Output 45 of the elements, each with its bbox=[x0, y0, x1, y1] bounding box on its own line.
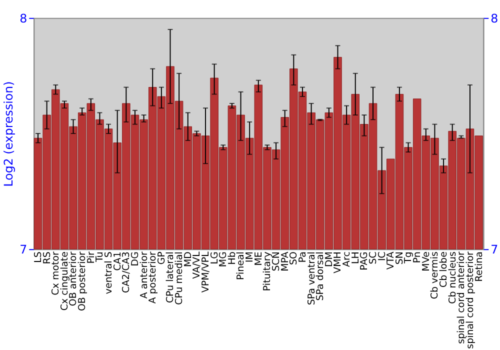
x-tick-label: CPu medial bbox=[174, 252, 186, 305]
x-tick-label: ventral S bbox=[103, 252, 114, 294]
x-tick-label: VPM/VPL bbox=[200, 250, 212, 293]
x-tick-label: MVe bbox=[420, 251, 432, 272]
x-tick-label: Pir bbox=[86, 251, 97, 264]
x-tick-label: OB posterior bbox=[77, 251, 88, 312]
x-tick-label: IM bbox=[244, 252, 256, 263]
x-tick-label: Cb lobe bbox=[438, 251, 450, 288]
x-tick-label: Retina bbox=[474, 252, 485, 282]
x-tick-label: ME bbox=[253, 252, 264, 266]
x-tick-label: LG bbox=[209, 252, 220, 264]
x-tick-label: Pineal bbox=[236, 252, 247, 280]
x-tick-label: A posterior bbox=[148, 251, 159, 304]
x-tick-label: Pn bbox=[412, 252, 424, 264]
x-tick-label: VMH bbox=[332, 252, 344, 274]
x-tick-label: CA1 bbox=[112, 252, 124, 271]
x-tick-label: Tg bbox=[403, 252, 414, 264]
x-tick-label: Arc bbox=[342, 252, 353, 267]
x-tick-label: SC bbox=[368, 251, 379, 264]
x-tick-label: DM bbox=[324, 252, 335, 268]
x-tick-label: Hb bbox=[226, 252, 238, 265]
x-tick-label: Pituitary bbox=[262, 251, 274, 292]
x-tick-label: Tu bbox=[94, 252, 106, 263]
x-tick-label: spinal cord posterior bbox=[464, 251, 476, 349]
x-tick-label: RS bbox=[42, 252, 53, 264]
x-tick-label: Pa bbox=[297, 252, 308, 263]
x-tick-label: VA/VL bbox=[192, 250, 203, 279]
x-tick-label: MPA bbox=[280, 251, 291, 272]
x-tick-label: SCN bbox=[270, 252, 282, 272]
y2-tick-label: 7 bbox=[490, 242, 498, 257]
x-tick-label: PAG bbox=[359, 252, 370, 270]
x-tick-label: LS bbox=[32, 252, 44, 263]
x-tick-label: SO bbox=[288, 252, 300, 266]
x-tick-label: CA2/CA3 bbox=[121, 252, 132, 294]
x-tick-label: LH bbox=[350, 252, 362, 264]
x-tick-label: SN bbox=[394, 252, 406, 265]
x-tick-label: Cx cingulate bbox=[59, 251, 70, 311]
y2-tick-label: 8 bbox=[490, 11, 498, 26]
x-tick-label: MD bbox=[182, 252, 194, 268]
x-tick-label: VTA bbox=[386, 251, 397, 270]
x-tick-label: IC bbox=[376, 251, 388, 261]
x-tick-label: GP bbox=[156, 251, 168, 265]
y-axis-title: Log2 (expression) bbox=[2, 81, 16, 187]
x-tick-label: DG bbox=[130, 252, 141, 266]
x-tick-label: SPa dorsal bbox=[315, 252, 326, 301]
